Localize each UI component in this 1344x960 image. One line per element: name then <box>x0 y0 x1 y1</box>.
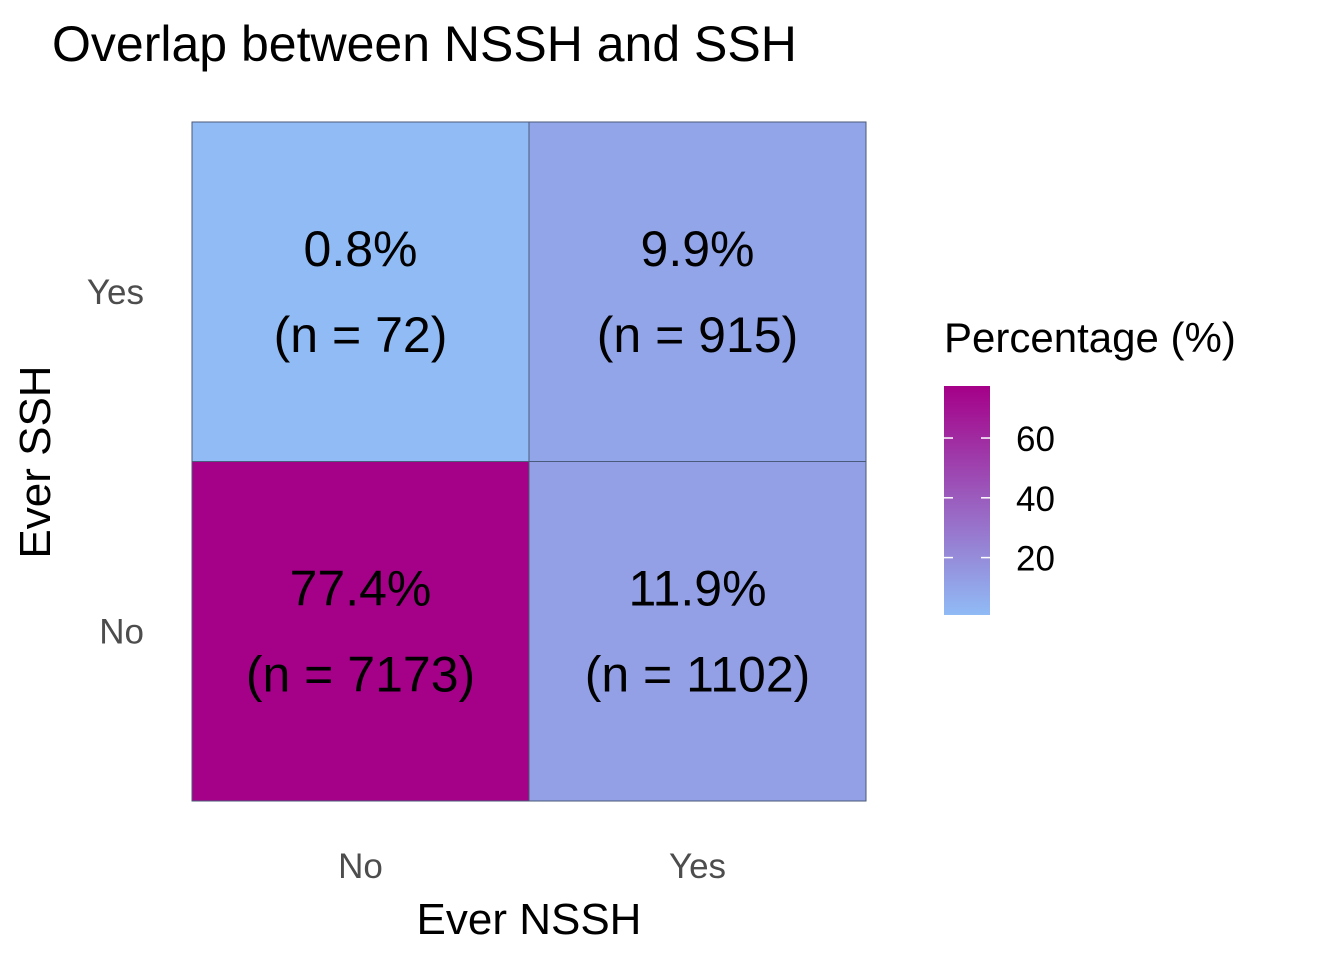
heatmap-cell <box>191 121 530 462</box>
legend-tick-label: 40 <box>1016 480 1055 519</box>
legend-title: Percentage (%) <box>944 314 1236 361</box>
cell-count-label: (n = 72) <box>274 307 448 363</box>
legend-tick-label: 20 <box>1016 540 1055 579</box>
cell-percentage-label: 77.4% <box>290 560 432 616</box>
x-axis-ticks: No Yes <box>338 847 726 886</box>
x-axis-title: Ever NSSH <box>417 895 642 944</box>
cell-percentage-label: 11.9% <box>628 560 766 616</box>
x-tick-label: No <box>338 847 383 886</box>
y-axis-title: Ever SSH <box>11 365 60 558</box>
cell-percentage-label: 0.8% <box>304 221 418 277</box>
legend-color-bar <box>944 386 990 615</box>
y-axis-ticks: No Yes <box>87 273 144 652</box>
heatmap-cell <box>528 461 867 802</box>
cell-count-label: (n = 1102) <box>585 646 811 702</box>
y-tick-label: Yes <box>87 273 144 312</box>
legend-ticks: 20 40 60 <box>944 420 1055 579</box>
cell-percentage-label: 9.9% <box>641 221 755 277</box>
heatmap-cells: 0.8% (n = 72) 9.9% (n = 915) 77.4% (n = 7173)… <box>191 121 867 802</box>
heatmap-cell <box>528 121 867 462</box>
x-tick-label: Yes <box>669 847 726 886</box>
cell-count-label: (n = 7173) <box>246 646 475 702</box>
heatmap-cell <box>191 461 530 802</box>
legend-tick-label: 60 <box>1016 420 1055 459</box>
cell-count-label: (n = 915) <box>597 307 799 363</box>
y-tick-label: No <box>99 612 144 651</box>
chart-title: Overlap between NSSH and SSH <box>52 16 797 72</box>
color-legend: Percentage (%) 20 40 60 <box>944 314 1236 615</box>
